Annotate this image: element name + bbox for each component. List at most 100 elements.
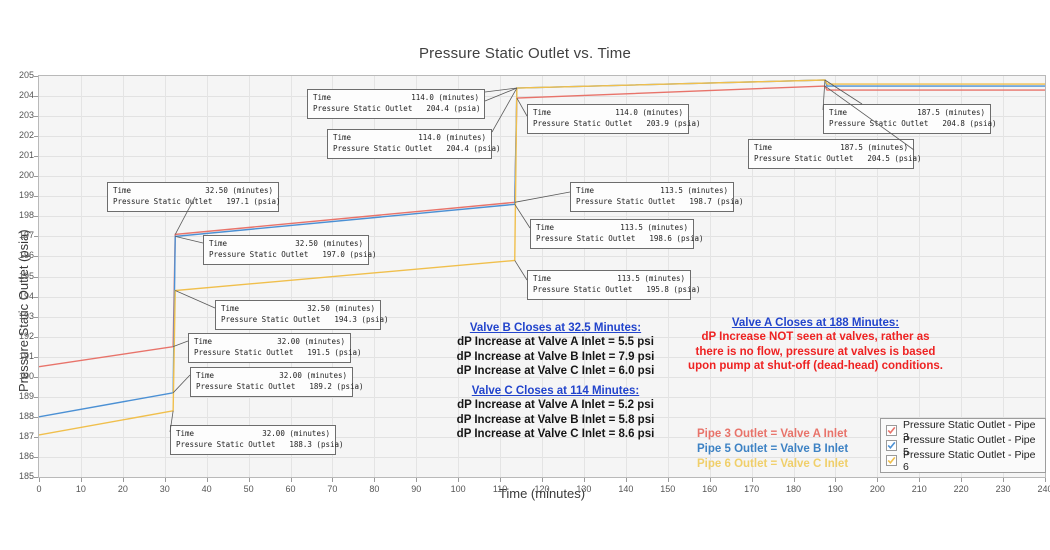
callout-pressure-value: 204.5 (psia) bbox=[867, 153, 922, 163]
y-tick-mark bbox=[34, 436, 38, 438]
annotation-valve-a: Valve A Closes at 188 Minutes: dP Increa… bbox=[683, 317, 948, 374]
callout-time-label: Time bbox=[113, 186, 132, 195]
data-callout[interactable]: Time 32.00 (minutes) Pressure Static Outle… bbox=[170, 425, 344, 455]
y-tick-mark bbox=[34, 156, 38, 158]
annotation-valve-b-header: Valve B Closes at 32.5 Minutes: bbox=[469, 322, 642, 334]
legend-item-pipe-6[interactable]: Pressure Static Outlet - Pipe 6 bbox=[886, 449, 1038, 473]
data-callout[interactable]: Time 114.0 (minutes) Pressure Static Outle… bbox=[307, 89, 485, 119]
x-tick-mark bbox=[374, 478, 376, 482]
data-callout[interactable]: Time 114.0 (minutes) Pressure Static Outle… bbox=[327, 129, 501, 159]
legend-label-pipe-6: Pressure Static Outlet - Pipe 6 bbox=[903, 448, 1036, 473]
data-callout[interactable]: Time 187.5 (minutes) Pressure Static Outle… bbox=[748, 139, 922, 169]
callout-pressure-label: Pressure Static Outlet bbox=[754, 153, 854, 163]
y-tick-label: 202 bbox=[18, 130, 34, 141]
y-tick-label: 191 bbox=[18, 350, 34, 361]
callout-time-value: 114.0 (minutes) bbox=[411, 93, 479, 102]
legend-checkbox-pipe-3[interactable] bbox=[886, 425, 897, 436]
annotation-valve-a-line-2: there is no flow, pressure at valves is … bbox=[695, 345, 936, 358]
x-tick-label: 240 bbox=[1037, 484, 1050, 494]
callout-time-label: Time bbox=[176, 429, 195, 438]
y-tick-label: 193 bbox=[18, 310, 34, 321]
pipe-key-item-5: Pipe 5 Outlet = Valve B Inlet bbox=[697, 443, 849, 456]
data-callout[interactable]: Time 113.5 (minutes) Pressure Static Outle… bbox=[570, 182, 744, 212]
pipe-key-item-6: Pipe 6 Outlet = Valve C Inlet bbox=[697, 458, 849, 471]
callout-pressure-value: 189.2 (psia) bbox=[309, 381, 364, 391]
grid-line-vertical bbox=[751, 76, 753, 477]
callout-pressure-value: 197.1 (psia) bbox=[226, 196, 281, 206]
x-tick-label: 50 bbox=[243, 484, 254, 494]
y-tick-label: 196 bbox=[18, 250, 34, 261]
y-tick-mark bbox=[34, 356, 38, 358]
x-tick-mark bbox=[248, 478, 250, 482]
grid-line-vertical bbox=[206, 76, 208, 477]
x-tick-label: 20 bbox=[117, 484, 128, 494]
x-tick-label: 150 bbox=[660, 484, 676, 494]
callout-pressure-label: Pressure Static Outlet bbox=[221, 314, 321, 324]
legend[interactable]: Pressure Static Outlet - Pipe 3 Pressure… bbox=[880, 418, 1046, 473]
x-tick-mark bbox=[332, 478, 334, 482]
callout-time-value: 32.50 (minutes) bbox=[205, 186, 273, 195]
callout-pressure-label: Pressure Static Outlet bbox=[533, 118, 633, 128]
y-tick-mark bbox=[34, 477, 38, 478]
x-tick-label: 130 bbox=[576, 484, 592, 494]
callout-pressure-value: 188.3 (psia) bbox=[289, 439, 344, 449]
grid-line-vertical bbox=[248, 76, 250, 477]
x-tick-mark bbox=[39, 478, 40, 482]
grid-line-vertical bbox=[877, 76, 879, 477]
x-tick-mark bbox=[583, 478, 585, 482]
pipe-valve-key: Pipe 3 Outlet = Valve A Inlet Pipe 5 Out… bbox=[697, 427, 848, 473]
x-tick-label: 90 bbox=[411, 484, 422, 494]
legend-checkbox-pipe-5[interactable] bbox=[886, 440, 897, 451]
x-tick-mark bbox=[206, 478, 208, 482]
data-callout[interactable]: Time 187.5 (minutes) Pressure Static Outle… bbox=[823, 104, 997, 134]
pipe-key-item-3: Pipe 3 Outlet = Valve A Inlet bbox=[697, 428, 848, 440]
callout-pressure-value: 198.6 (psia) bbox=[649, 233, 704, 243]
grid-line-vertical bbox=[374, 76, 376, 477]
data-callout[interactable]: Time 32.00 (minutes) Pressure Static Outle… bbox=[190, 367, 364, 397]
y-tick-label: 188 bbox=[18, 410, 34, 421]
y-tick-mark bbox=[34, 236, 38, 238]
annotation-valve-c: Valve C Closes at 114 Minutes: dP Increa… bbox=[443, 385, 668, 442]
x-tick-mark bbox=[919, 478, 921, 482]
callout-pressure-value: 194.3 (psia) bbox=[334, 314, 389, 324]
data-callout[interactable]: Time 32.50 (minutes) Pressure Static Outle… bbox=[107, 182, 281, 212]
data-callout[interactable]: Time 32.00 (minutes) Pressure Static Outle… bbox=[188, 333, 362, 363]
legend-item-pipe-3[interactable]: Pressure Static Outlet - Pipe 3 bbox=[886, 419, 1038, 443]
y-tick-label: 203 bbox=[18, 110, 34, 121]
legend-item-pipe-5[interactable]: Pressure Static Outlet - Pipe 5 bbox=[886, 434, 1038, 458]
y-tick-label: 185 bbox=[18, 471, 34, 481]
y-tick-mark bbox=[34, 396, 38, 398]
callout-time-label: Time bbox=[333, 133, 352, 142]
data-callout[interactable]: Time 32.50 (minutes) Pressure Static Outle… bbox=[215, 300, 389, 330]
y-tick-mark bbox=[34, 176, 38, 178]
data-callout[interactable]: Time 114.0 (minutes) Pressure Static Outle… bbox=[527, 104, 701, 134]
callout-pressure-value: 203.9 (psia) bbox=[646, 118, 701, 128]
callout-pressure-label: Pressure Static Outlet bbox=[313, 103, 413, 113]
callout-time-label: Time bbox=[536, 223, 555, 232]
callout-pressure-value: 198.7 (psia) bbox=[689, 196, 744, 206]
annotation-valve-a-header: Valve A Closes at 188 Minutes: bbox=[731, 317, 900, 329]
callout-time-value: 187.5 (minutes) bbox=[840, 143, 908, 152]
callout-pressure-value: 204.4 (psia) bbox=[426, 103, 481, 113]
grid-line-vertical bbox=[793, 76, 795, 477]
annotation-valve-b-line-3: dP Increase at Valve C Inlet = 6.0 psi bbox=[456, 365, 655, 378]
grid-line-vertical bbox=[164, 76, 166, 477]
y-tick-label: 190 bbox=[18, 370, 34, 381]
x-tick-label: 210 bbox=[911, 484, 927, 494]
x-tick-label: 180 bbox=[785, 484, 802, 494]
callout-time-label: Time bbox=[533, 108, 552, 117]
x-tick-mark bbox=[164, 478, 166, 482]
x-axis-label: Time (minutes) bbox=[498, 486, 586, 501]
x-tick-label: 60 bbox=[285, 484, 296, 494]
callout-time-value: 113.5 (minutes) bbox=[620, 223, 688, 232]
y-tick-label: 198 bbox=[18, 210, 34, 221]
data-callout[interactable]: Time 32.50 (minutes) Pressure Static Outle… bbox=[203, 235, 377, 265]
x-tick-mark bbox=[709, 478, 711, 482]
y-tick-mark bbox=[34, 136, 38, 138]
grid-line-vertical bbox=[290, 76, 292, 477]
x-tick-label: 160 bbox=[702, 484, 718, 494]
legend-checkbox-pipe-6[interactable] bbox=[886, 455, 897, 466]
data-callout[interactable]: Time 113.5 (minutes) Pressure Static Outle… bbox=[530, 219, 704, 249]
data-callout[interactable]: Time 113.5 (minutes) Pressure Static Outle… bbox=[527, 270, 701, 300]
x-tick-mark bbox=[542, 478, 543, 482]
